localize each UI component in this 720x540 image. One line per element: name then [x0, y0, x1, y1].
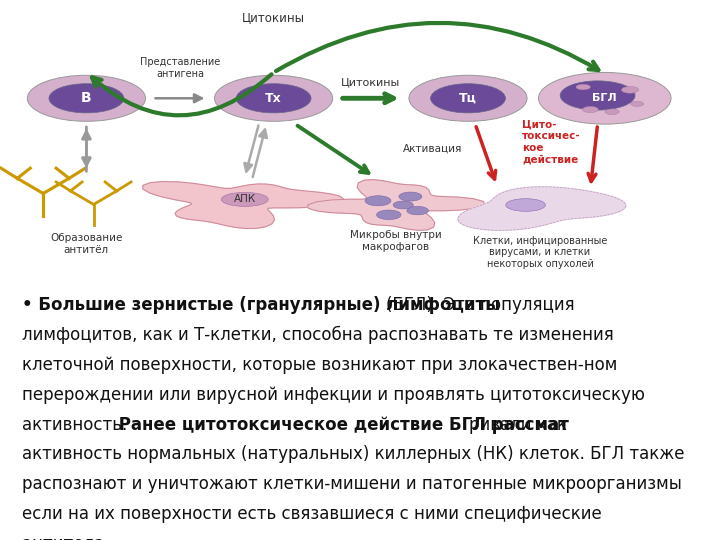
Text: Микробы внутри
макрофагов: Микробы внутри макрофагов [350, 230, 442, 252]
Circle shape [215, 75, 333, 122]
Polygon shape [458, 187, 626, 231]
Circle shape [407, 206, 428, 215]
Text: ривали как: ривали как [469, 416, 567, 434]
Circle shape [377, 210, 401, 220]
Circle shape [631, 102, 644, 106]
Circle shape [409, 75, 527, 122]
Circle shape [576, 84, 590, 90]
Circle shape [49, 84, 124, 113]
Text: активность.: активность. [22, 416, 127, 434]
Circle shape [582, 106, 598, 113]
Ellipse shape [505, 199, 546, 211]
Circle shape [393, 201, 413, 209]
Text: перерождении или вирусной инфекции и проявлять цитотоксическую: перерождении или вирусной инфекции и про… [22, 386, 644, 404]
Circle shape [365, 195, 391, 206]
Text: Ранее цитотоксическое действие БГЛ рассмат: Ранее цитотоксическое действие БГЛ рассм… [113, 416, 569, 434]
Text: Тц: Тц [459, 92, 477, 105]
Text: Цитокины: Цитокины [341, 77, 400, 87]
Text: Цитокины: Цитокины [242, 11, 305, 24]
Text: если на их поверхности есть связавшиеся с ними специфические: если на их поверхности есть связавшиеся … [22, 505, 601, 523]
Text: • Большие зернистые (гранулярные) лимфоциты: • Большие зернистые (гранулярные) лимфоц… [22, 296, 505, 314]
Polygon shape [307, 180, 485, 231]
Circle shape [621, 86, 639, 93]
Text: Цито-
токсичес-
кое
действие: Цито- токсичес- кое действие [522, 119, 580, 164]
Circle shape [236, 84, 311, 113]
Circle shape [560, 81, 635, 110]
Circle shape [431, 84, 505, 113]
Text: антитела.: антитела. [22, 535, 109, 540]
Text: клеточной поверхности, которые возникают при злокачествен-ном: клеточной поверхности, которые возникают… [22, 356, 617, 374]
Text: Образование
антитёл: Образование антитёл [50, 233, 122, 255]
Polygon shape [143, 181, 344, 228]
Text: Клетки, инфицированные
вирусами, и клетки
некоторых опухолей: Клетки, инфицированные вирусами, и клетк… [473, 236, 607, 269]
Circle shape [539, 72, 671, 124]
Text: лимфоцитов, как и Т-клетки, способна распознавать те изменения: лимфоцитов, как и Т-клетки, способна рас… [22, 326, 613, 345]
Circle shape [399, 192, 422, 201]
Ellipse shape [222, 192, 268, 206]
Text: Активация: Активация [403, 144, 462, 154]
Text: (БГЛ). Эта популяция: (БГЛ). Эта популяция [386, 296, 575, 314]
Text: БГЛ: БГЛ [593, 93, 617, 103]
Text: АПК: АПК [234, 194, 256, 204]
Circle shape [605, 109, 619, 114]
Text: Тх: Тх [265, 92, 282, 105]
Text: В: В [81, 91, 91, 105]
Circle shape [27, 75, 145, 122]
Text: Представление
антигена: Представление антигена [140, 57, 220, 79]
Text: активность нормальных (натуральных) киллерных (НК) клеток. БГЛ также: активность нормальных (натуральных) килл… [22, 446, 684, 463]
Text: распознают и уничтожают клетки-мишени и патогенные микроорганизмы: распознают и уничтожают клетки-мишени и … [22, 475, 681, 493]
